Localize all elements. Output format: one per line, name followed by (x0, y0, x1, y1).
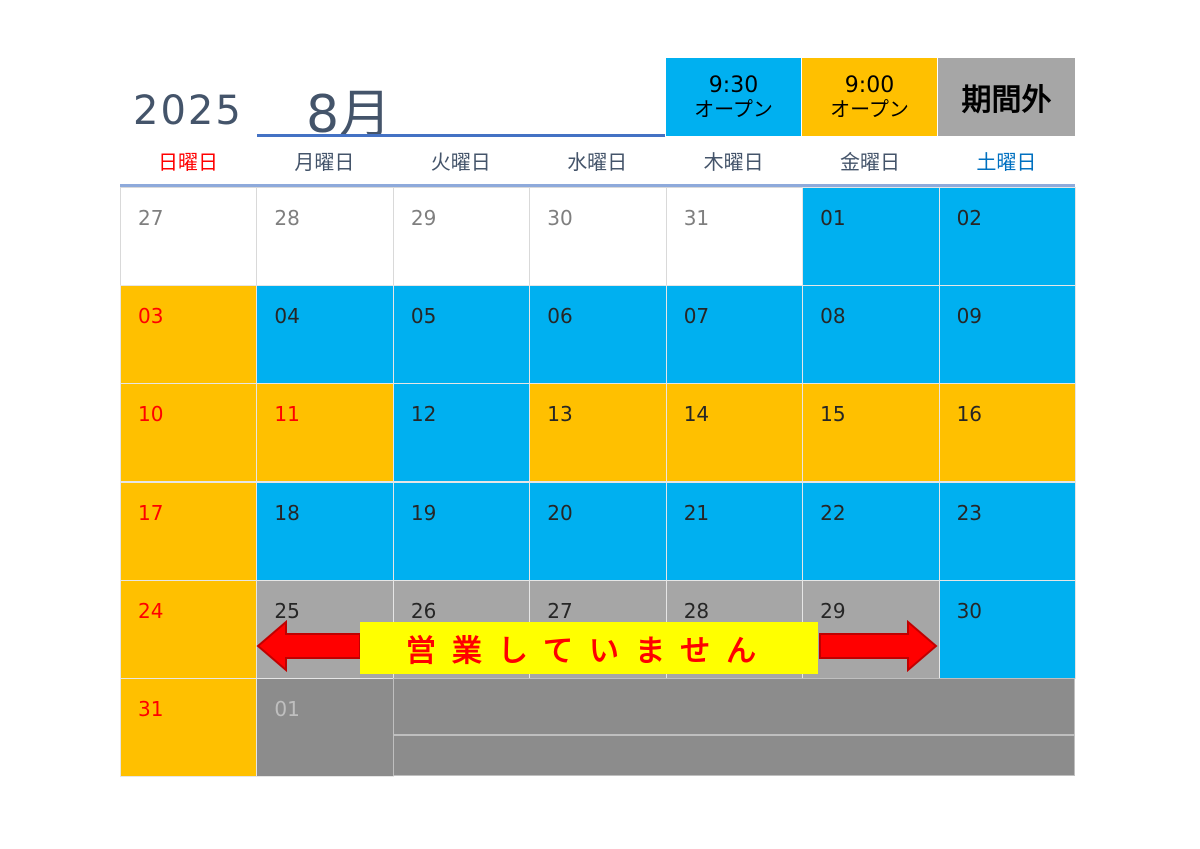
day-cell: 08 (802, 285, 940, 385)
legend-out-of-period-label: 期間外 (961, 83, 1052, 118)
day-cell: 24 (120, 579, 258, 679)
day-cell: 05 (392, 285, 531, 385)
calendar-grid: 27 28 29 30 31 01 02 03 04 05 06 07 08 09 10 11 12 13 14 15… (120, 187, 1076, 777)
day-cell: 30 (529, 187, 667, 287)
day-cell: 16 (938, 383, 1076, 483)
legend-900-label: オープン (830, 97, 909, 121)
day-cell: 18 (256, 481, 394, 581)
legend-930-open: 9:30 オープン (666, 58, 801, 136)
day-cell: 22 (802, 481, 940, 581)
day-cell: 01 (802, 187, 940, 287)
day-cell: 01 (256, 677, 394, 777)
day-cell: 31 (120, 677, 258, 777)
day-cell: 10 (120, 383, 258, 483)
day-cell: 07 (665, 285, 804, 385)
day-cell: 04 (256, 285, 394, 385)
empty-area (392, 677, 1075, 735)
day-cell: 28 (256, 187, 394, 287)
weekday-sunday: 日曜日 (158, 150, 218, 174)
day-cell: 21 (665, 481, 804, 581)
day-cell: 23 (938, 481, 1076, 581)
left-arrow-icon (256, 620, 361, 672)
legend-out-of-period: 期間外 (938, 58, 1075, 136)
weekday-tuesday: 火曜日 (430, 150, 491, 174)
day-cell: 19 (392, 481, 531, 581)
day-cell: 29 (392, 187, 531, 287)
day-cell: 03 (120, 285, 258, 385)
right-arrow-icon (819, 620, 938, 672)
weekday-underline (120, 184, 1075, 187)
day-cell: 31 (665, 187, 804, 287)
empty-area (392, 734, 1075, 776)
day-cell: 12 (392, 383, 531, 483)
day-cell: 02 (938, 187, 1076, 287)
legend-900-open: 9:00 オープン (802, 58, 937, 136)
day-cell: 13 (529, 383, 667, 483)
day-cell: 14 (665, 383, 804, 483)
closed-banner: 営業していません (360, 622, 818, 674)
day-cell: 11 (256, 383, 394, 483)
weekday-friday: 金曜日 (840, 150, 900, 174)
day-cell: 27 (120, 187, 258, 287)
weekday-saturday: 土曜日 (976, 150, 1037, 174)
day-cell: 06 (529, 285, 667, 385)
day-cell: 09 (938, 285, 1076, 385)
calendar-year: 2025 (133, 88, 243, 134)
weekday-wednesday: 水曜日 (567, 150, 628, 174)
month-underline (257, 134, 665, 137)
weekday-monday: 月曜日 (294, 150, 355, 174)
day-cell: 20 (529, 481, 667, 581)
legend-930-label: オープン (694, 97, 773, 121)
day-cell: 15 (802, 383, 940, 483)
day-cell: 17 (120, 481, 258, 581)
legend-900-time: 9:00 (844, 73, 895, 98)
legend-930-time: 9:30 (708, 73, 759, 98)
day-cell: 30 (938, 579, 1076, 679)
weekday-thursday: 木曜日 (703, 150, 764, 174)
